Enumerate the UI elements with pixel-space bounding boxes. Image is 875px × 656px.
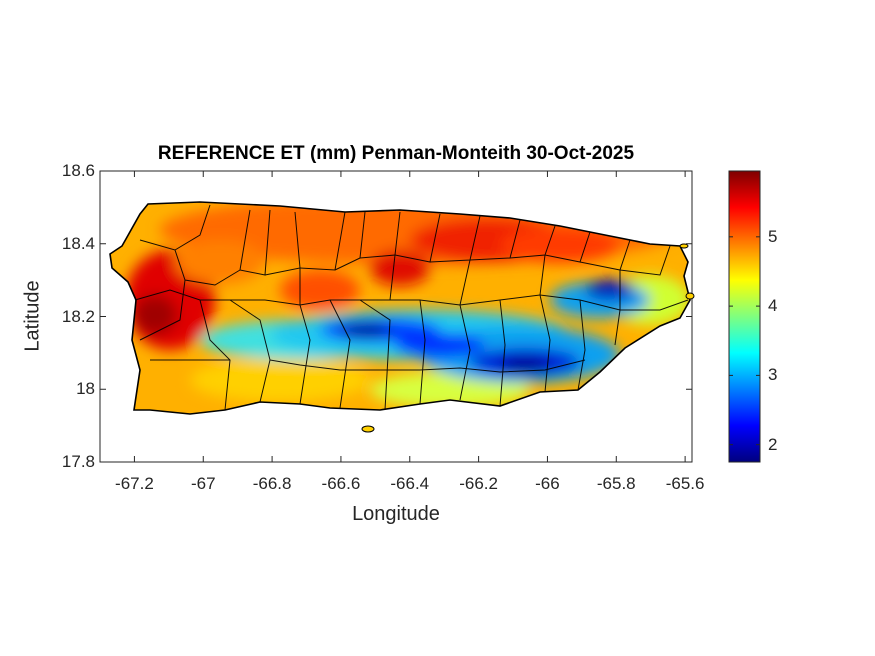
x-tick-label: -66.8 xyxy=(252,474,292,493)
colorbar xyxy=(728,170,761,463)
x-tick-label: -66.6 xyxy=(321,474,361,493)
chart-title: REFERENCE ET (mm) Penman-Monteith 30-Oct… xyxy=(157,143,635,164)
colorbar-ticks xyxy=(729,236,760,446)
caja-de-muertos-island xyxy=(361,425,375,433)
x-axis-label: Longitude xyxy=(352,503,440,525)
colorbar-tick-label: 4 xyxy=(768,296,778,316)
y-axis-label: Latitude xyxy=(21,280,44,352)
x-tick-label: -67 xyxy=(190,474,216,493)
axis-ticks xyxy=(100,170,692,463)
cayo-island xyxy=(685,292,695,300)
x-tick-label: -66 xyxy=(535,474,560,493)
y-tick-label: 17.8 xyxy=(61,452,95,471)
x-tick-label: -66.4 xyxy=(390,474,430,493)
et-field xyxy=(110,202,690,414)
colorbar-tick-label: 2 xyxy=(768,434,778,454)
municipality-boundaries xyxy=(134,204,689,411)
colorbar-tick-label: 3 xyxy=(768,365,778,385)
x-tick-label: -67.2 xyxy=(115,474,154,493)
x-tick-label: -65.6 xyxy=(665,474,705,493)
x-tick-label: -66.2 xyxy=(459,474,498,493)
y-tick-label: 18.2 xyxy=(61,306,95,326)
x-tick-label: -65.8 xyxy=(596,474,636,493)
y-tick-label: 18.4 xyxy=(61,233,95,253)
cayo-island xyxy=(679,243,689,249)
colorbar-tick-label: 5 xyxy=(768,226,778,246)
y-tick-label: 18 xyxy=(76,379,95,399)
y-tick-label: 18.6 xyxy=(61,161,95,180)
